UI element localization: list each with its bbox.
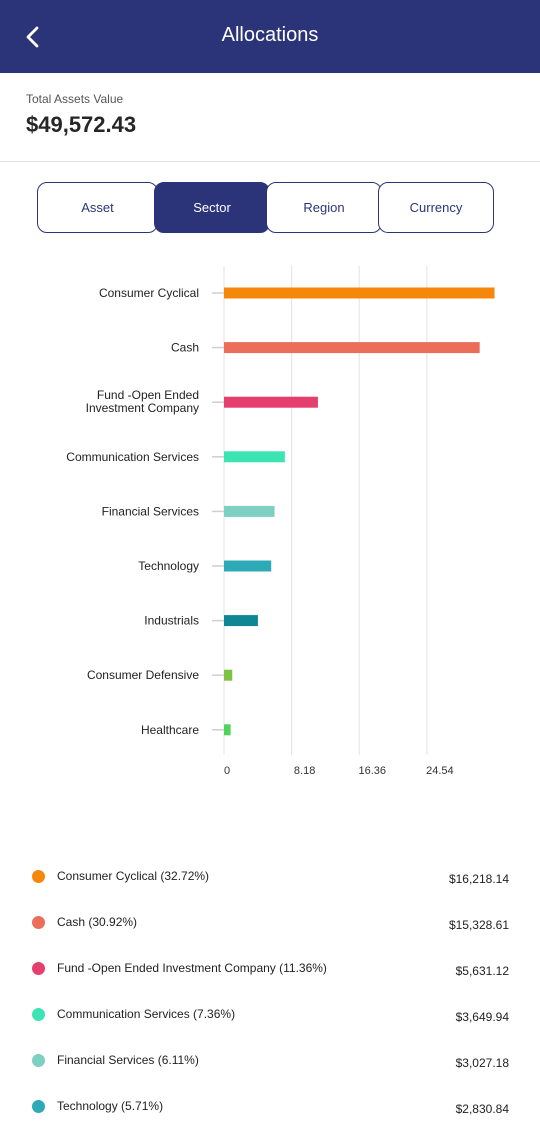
legend-label: Financial Services (6.11%) [57,1053,199,1067]
tab-asset[interactable]: Asset [37,182,158,233]
bar[interactable] [224,615,258,627]
legend-label: Consumer Cyclical (32.72%) [57,869,210,883]
legend-value: $16,218.14 [448,872,509,886]
tab-region[interactable]: Region [266,182,382,233]
y-category-label: Cash [171,341,199,355]
legend-item[interactable]: Communication Services (7.36%) $3,649.94 [0,998,540,1028]
bar[interactable] [224,342,480,354]
bar[interactable] [224,505,275,517]
tab-sector[interactable]: Sector [154,182,270,233]
sector-bar-chart: 0 8.18 16.36 24.54 Consumer Cyclical Cash Fund… [66,266,495,777]
legend-value: $3,027.18 [455,1056,509,1070]
legend-dot-icon [32,1100,45,1113]
y-category-label: Industrials [144,614,199,628]
total-assets-value: $49,572.43 [26,112,137,137]
y-category-label: Consumer Defensive [87,668,199,682]
tab-currency[interactable]: Currency [378,182,494,233]
legend-value: $2,830.84 [455,1102,509,1116]
y-category-label: Technology [138,559,199,573]
bar[interactable] [224,669,233,681]
back-button[interactable] [18,22,48,52]
legend-dot-icon [32,1054,45,1067]
legend-item[interactable]: Technology (5.71%) $2,830.84 [0,1090,540,1120]
page-title: Allocations [221,24,319,46]
y-category-label: Consumer Cyclical [99,286,199,300]
legend-item[interactable]: Consumer Cyclical (32.72%) $16,218.14 [0,860,540,890]
legend-label: Communication Services (7.36%) [57,1007,236,1021]
legend-value: $15,328.61 [448,918,509,932]
legend-dot-icon [32,962,45,975]
legend-label: Fund -Open Ended Investment Company (11.… [57,961,327,975]
bar[interactable] [224,287,495,299]
legend-item[interactable]: Cash (30.92%) $15,328.61 [0,906,540,936]
bar[interactable] [224,396,318,408]
legend-label: Cash (30.92%) [57,915,138,929]
bar[interactable] [224,724,231,736]
legend-dot-icon [32,870,45,883]
legend-label: Technology (5.71%) [57,1099,164,1113]
chevron-left-icon [26,26,39,48]
legend-dot-icon [32,916,45,929]
app-header: Allocations [0,0,540,73]
y-category-label: Healthcare [141,723,199,737]
legend-value: $3,649.94 [455,1010,509,1024]
legend-item[interactable]: Fund -Open Ended Investment Company (11.… [0,952,540,982]
x-tick-label: 16.36 [359,765,387,777]
legend-value: $5,631.12 [455,964,509,978]
x-tick-label: 0 [224,765,230,777]
bar[interactable] [224,451,285,463]
legend-dot-icon [32,1008,45,1021]
x-tick-label: 8.18 [294,765,315,777]
bar[interactable] [224,560,272,572]
total-assets-label: Total Assets Value [26,92,124,106]
legend-item[interactable]: Financial Services (6.11%) $3,027.18 [0,1044,540,1074]
y-category-label: Fund -Open Ended Investment Company [86,388,199,415]
total-assets-summary: Total Assets Value $49,572.43 [0,73,540,162]
y-category-label: Communication Services [66,450,199,464]
x-tick-label: 24.54 [426,765,454,777]
y-category-label: Financial Services [102,504,199,518]
